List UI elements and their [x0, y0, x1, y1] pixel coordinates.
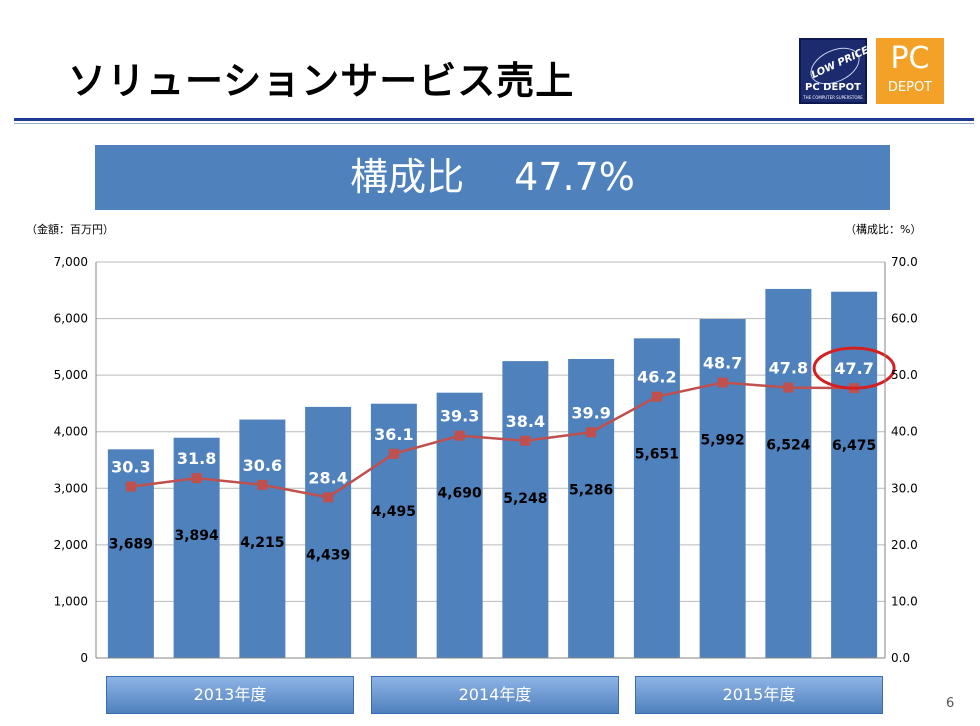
year-group-2015: 2015年度 — [635, 676, 883, 714]
ratio-line-series — [125, 377, 860, 503]
left-axis-unit: （金額：百万円） — [26, 223, 114, 236]
left-axis-tick-label: 5,000 — [54, 368, 88, 382]
left-axis-tick-label: 4,000 — [54, 425, 88, 439]
right-axis-tick-label: 20.0 — [891, 538, 918, 552]
left-axis-tick-label: 7,000 — [54, 255, 88, 269]
bar — [305, 406, 352, 658]
bar — [239, 419, 286, 658]
ratio-marker — [323, 492, 334, 503]
ratio-marker — [651, 391, 662, 402]
left-axis-tick-label: 1,000 — [54, 594, 88, 608]
grid-lines — [96, 261, 885, 602]
bar-value-label: 5,248 — [503, 491, 547, 507]
ratio-marker — [520, 435, 531, 446]
composition-ratio-banner: 構成比 47.7% — [95, 145, 890, 210]
pc-depot-logo-pc: PC — [890, 41, 930, 76]
bar — [502, 361, 549, 658]
right-axis-tick-label: 60.0 — [891, 312, 918, 326]
right-axis-tick-label: 30.0 — [891, 481, 918, 495]
axes: 0 1,000 2,000 3,000 4,000 5,000 6,000 7,000 0.0 1… — [54, 255, 918, 665]
bar-value-label: 6,475 — [832, 438, 876, 454]
ratio-value-label: 39.9 — [571, 403, 610, 422]
ratio-value-label: 30.3 — [111, 458, 150, 477]
bar-value-label: 6,524 — [766, 438, 811, 454]
highlight-circle — [812, 346, 896, 390]
ratio-marker — [717, 377, 728, 388]
ratio-value-label: 46.2 — [637, 368, 676, 387]
left-axis-tick-label: 6,000 — [54, 312, 88, 326]
slide-title: ソリューションサービス売上 — [68, 59, 575, 103]
right-axis-tick-label: 0.0 — [891, 651, 910, 665]
ratio-value-label: 38.4 — [506, 412, 545, 431]
low-price-pc-depot-logo: LOW PRICE PC DEPOT THE COMPUTER SUPERSTO… — [799, 38, 871, 104]
bar-value-label: 3,894 — [174, 528, 219, 544]
ratio-value-label: 48.7 — [703, 353, 742, 372]
ratio-value-label: 36.1 — [374, 425, 413, 444]
left-axis-tick-label: 0 — [80, 651, 88, 665]
ratio-value-label: 31.8 — [177, 449, 216, 468]
pc-depot-logo: PC DEPOT — [876, 38, 944, 104]
right-axis-tick-label: 40.0 — [891, 425, 918, 439]
year-group-2013: 2013年度 — [106, 676, 354, 714]
bar — [831, 291, 878, 658]
right-axis-tick-label: 70.0 — [891, 255, 918, 269]
ratio-value-label: 39.3 — [440, 407, 479, 426]
bar-value-label: 5,651 — [635, 447, 679, 463]
bar — [107, 449, 154, 658]
left-axis-tick-label: 3,000 — [54, 481, 88, 495]
bar — [765, 288, 812, 658]
ratio-marker — [191, 473, 202, 484]
left-axis-tick-label: 2,000 — [54, 538, 88, 552]
ratio-line — [130, 381, 855, 499]
bar-value-label: 4,439 — [306, 547, 350, 563]
pc-depot-logo-depot: DEPOT — [887, 80, 933, 95]
page-number: 6 — [946, 696, 955, 711]
ratio-marker — [783, 382, 794, 393]
bar — [568, 358, 615, 658]
right-axis-tick-label: 50.0 — [891, 368, 918, 382]
right-axis-unit: （構成比：%） — [845, 223, 922, 236]
bar — [173, 437, 220, 658]
bar-value-label: 4,495 — [372, 504, 416, 520]
ratio-marker — [388, 448, 399, 459]
right-axis-tick-label: 10.0 — [891, 594, 918, 608]
ratio-marker — [257, 479, 268, 490]
bar — [370, 403, 417, 658]
bar-value-label: 5,286 — [569, 482, 613, 498]
ratio-marker — [454, 430, 465, 441]
ratio-marker — [125, 481, 136, 492]
ratio-value-label: 28.4 — [308, 468, 347, 487]
title-divider — [14, 118, 974, 121]
title-divider-thin — [14, 123, 974, 124]
computer-superstore-text: THE COMPUTER SUPERSTORE — [803, 95, 863, 100]
data-labels: 3,689 3,894 4,215 4,439 4,495 4,690 5,248 5,286… — [109, 346, 896, 563]
bar-series — [107, 288, 878, 658]
bar-value-label: 4,215 — [240, 535, 284, 551]
ratio-marker — [586, 427, 597, 438]
bar-value-label: 4,690 — [437, 486, 482, 502]
ratio-value-label: 30.6 — [243, 456, 282, 475]
pc-depot-brand-text: PC DEPOT — [805, 82, 861, 93]
bar-value-label: 3,689 — [109, 537, 153, 553]
bar — [633, 338, 680, 658]
bar-value-label: 5,992 — [700, 432, 744, 448]
bar — [699, 319, 746, 658]
ratio-value-label: 47.7 — [834, 359, 873, 378]
year-group-2014: 2014年度 — [371, 676, 619, 714]
ratio-value-label: 47.8 — [769, 359, 808, 378]
